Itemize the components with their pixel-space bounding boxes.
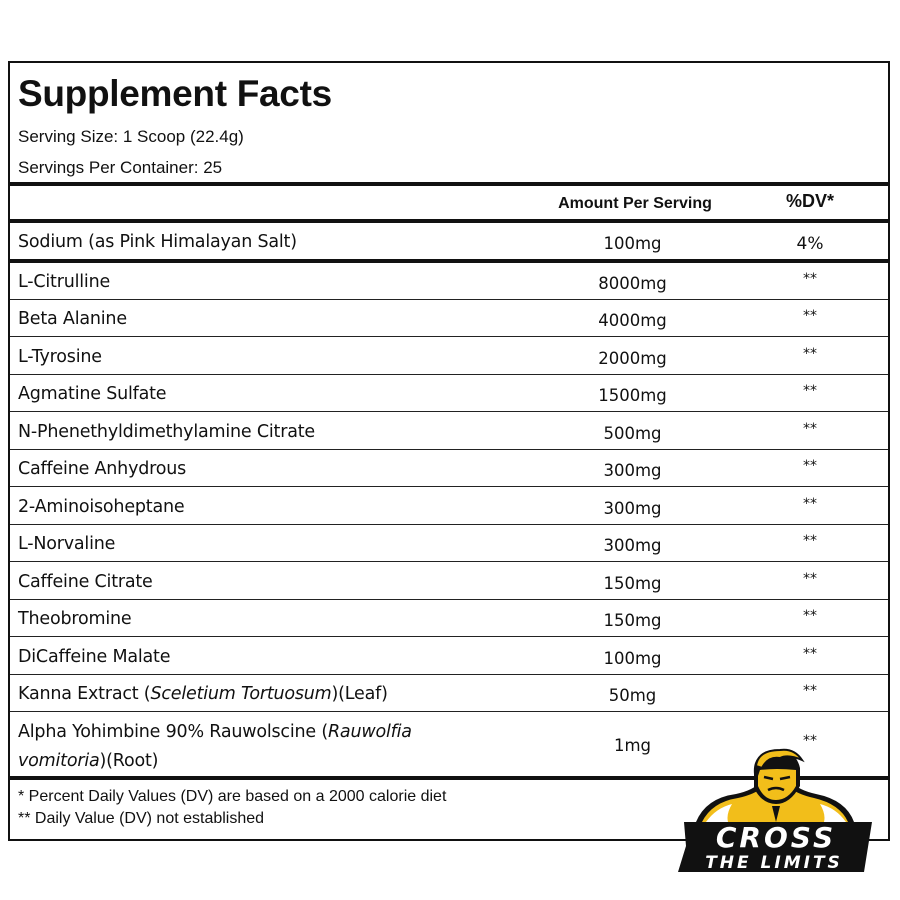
ingredient-dv: 4%: [796, 234, 824, 254]
ingredient-name: Caffeine Citrate: [18, 571, 153, 592]
cross-the-limits-logo: CROSS THE LIMITS: [678, 748, 872, 873]
table-row: L-Citrulline 8000mg **: [10, 263, 888, 300]
ingredient-name: Kanna Extract (Sceletium Tortuosum)(Leaf…: [18, 683, 388, 704]
ingredient-dv: **: [803, 345, 817, 362]
table-row: Caffeine Anhydrous 300mg **: [10, 450, 888, 488]
ingredient-amount: 50mg: [608, 685, 657, 705]
ingredient-amount: 100mg: [603, 234, 662, 253]
logo-text-cross: CROSS: [716, 821, 836, 854]
divider: [10, 776, 888, 780]
ingredient-name: Theobromine: [18, 609, 132, 630]
ingredient-dv: **: [803, 271, 817, 287]
ingredient-name: Alpha Yohimbine 90% Rauwolscine (Rauwolf…: [18, 722, 412, 772]
ingredient-dv: **: [803, 383, 817, 400]
ingredient-dv: **: [803, 458, 817, 475]
divider: [10, 259, 888, 263]
ingredient-name: DiCaffeine Malate: [18, 646, 171, 667]
ingredient-amount: 4000mg: [598, 311, 667, 331]
table-header: Amount Per Serving %DV*: [10, 187, 888, 221]
ingredient-name: Caffeine Anhydrous: [18, 459, 187, 480]
ingredient-dv: **: [803, 495, 817, 512]
logo-text-the-limits: THE LIMITS: [705, 853, 843, 873]
page-title: Supplement Facts: [18, 73, 332, 114]
table-row: Agmatine Sulfate 1500mg **: [10, 375, 888, 413]
dv-header: %DV*: [785, 191, 834, 211]
table-row: Theobromine 150mg **: [10, 600, 888, 638]
ingredient-amount: 500mg: [603, 423, 662, 443]
ingredient-amount: 100mg: [603, 648, 662, 668]
servings-per-container: Servings Per Container: 25: [18, 158, 223, 177]
ingredient-dv: **: [803, 308, 817, 325]
ingredient-name: 2-Aminoisoheptane: [18, 496, 185, 517]
ingredient-dv: **: [803, 682, 817, 699]
ingredient-amount: 1500mg: [598, 386, 667, 406]
table-row-sodium: Sodium (as Pink Himalayan Salt) 100mg 4%: [10, 223, 888, 259]
ingredient-dv: **: [803, 420, 817, 437]
serving-size: Serving Size: 1 Scoop (22.4g): [18, 127, 244, 146]
supplement-facts-panel: Supplement Facts Serving Size: 1 Scoop (…: [8, 61, 890, 841]
divider: [10, 219, 888, 223]
ingredient-dv: **: [803, 645, 817, 662]
footnote-not-established: ** Daily Value (DV) not established: [18, 810, 265, 827]
ingredient-amount: 2000mg: [598, 348, 667, 368]
ingredient-amount: 300mg: [603, 536, 662, 556]
table-row: Beta Alanine 4000mg **: [10, 300, 888, 338]
table-row: L-Tyrosine 2000mg **: [10, 338, 888, 375]
ingredient-name: L-Tyrosine: [18, 346, 102, 367]
ingredient-name: L-Norvaline: [18, 534, 116, 555]
ingredient-amount: 150mg: [603, 611, 662, 631]
ingredient-name: Agmatine Sulfate: [18, 384, 167, 405]
ingredient-dv: **: [803, 570, 817, 587]
ingredient-name: L-Citrulline: [18, 272, 111, 292]
table-row-kanna: Kanna Extract (Sceletium Tortuosum)(Leaf…: [10, 675, 888, 712]
ingredient-name: Beta Alanine: [18, 309, 127, 330]
ingredient-amount: 1mg: [613, 736, 652, 756]
footnote-dv: * Percent Daily Values (DV) are based on…: [18, 788, 447, 805]
table-row-yohimbine: Alpha Yohimbine 90% Rauwolscine (Rauwolf…: [10, 712, 888, 775]
table-row: Caffeine Citrate 150mg **: [10, 563, 888, 600]
table-row: N-Phenethyldimethylamine Citrate 500mg *…: [10, 413, 888, 450]
divider: [10, 182, 888, 186]
ingredient-amount: 8000mg: [598, 274, 667, 293]
ingredient-dv: **: [803, 733, 817, 750]
ingredient-name: Sodium (as Pink Himalayan Salt): [18, 232, 297, 252]
ingredient-amount: 300mg: [603, 461, 662, 481]
ingredient-amount: 300mg: [603, 498, 662, 518]
ingredient-dv: **: [803, 608, 817, 625]
table-row: 2-Aminoisoheptane 300mg **: [10, 488, 888, 525]
table-row: L-Norvaline 300mg **: [10, 525, 888, 563]
ingredient-amount: 150mg: [603, 573, 662, 593]
table-row: DiCaffeine Malate 100mg **: [10, 638, 888, 675]
amount-header: Amount Per Serving: [558, 195, 712, 212]
ingredient-name: N-Phenethyldimethylamine Citrate: [18, 421, 315, 442]
ingredient-dv: **: [803, 533, 817, 550]
